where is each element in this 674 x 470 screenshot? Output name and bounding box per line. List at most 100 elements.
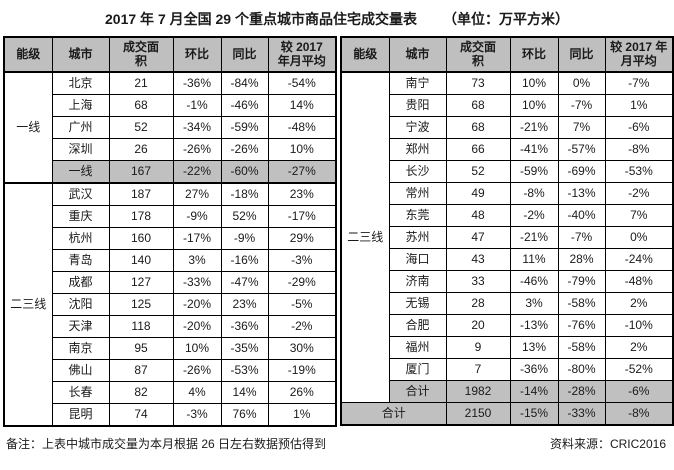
area-cell: 48 [445, 204, 511, 227]
table-row: 青岛 140 3% -16% -3% [4, 249, 337, 272]
area-cell: 7 [445, 358, 511, 381]
yoy-cell: 52% [220, 205, 269, 228]
yoy-cell: -60% [220, 160, 269, 184]
mom-cell: 10% [509, 71, 559, 95]
yoy-cell: -46% [220, 94, 269, 117]
area-cell: 160 [108, 227, 174, 250]
area-cell: 125 [108, 293, 174, 316]
avg-cell: -24% [604, 248, 674, 271]
avg-cell: -8% [604, 402, 674, 426]
yoy-cell: 7% [557, 116, 606, 139]
mom-cell: -2% [509, 204, 559, 227]
yoy-cell: -53% [220, 359, 269, 382]
table-row: 东莞 48 -2% -40% 7% [341, 204, 674, 227]
col-header-avg: 较 2017 年月平均 [267, 36, 337, 73]
title-text: 2017 年 7 月全国 29 个重点城市商品住宅成交量表 [105, 11, 417, 27]
tier-cell: 二三线 [340, 71, 390, 403]
yoy-cell: -57% [557, 138, 606, 161]
yoy-cell: 28% [557, 248, 606, 271]
city-cell: 南京 [51, 337, 110, 360]
avg-cell: 29% [267, 227, 337, 250]
yoy-cell: -16% [220, 249, 269, 272]
table-row: 苏州 47 -21% -7% 0% [341, 226, 674, 249]
table-row: 济南 33 -46% -79% -48% [341, 270, 674, 293]
col-header-yoy: 同比 [557, 36, 606, 73]
table-row: 杭州 160 -17% -9% 29% [4, 227, 337, 250]
yoy-cell: -33% [557, 402, 606, 426]
avg-cell: 26% [267, 381, 337, 404]
subtotal-row: 合计 1982 -14% -28% -6% [341, 380, 674, 403]
city-cell: 东莞 [388, 204, 447, 227]
city-cell: 成都 [51, 271, 110, 294]
city-cell: 苏州 [388, 226, 447, 249]
area-cell: 68 [445, 116, 511, 139]
mom-cell: -33% [172, 271, 222, 294]
table-row: 重庆 178 -9% 52% -17% [4, 205, 337, 228]
area-cell: 82 [108, 381, 174, 404]
avg-cell: 1% [267, 403, 337, 427]
city-cell: 合肥 [388, 314, 447, 337]
mom-cell: -36% [509, 358, 559, 381]
table-row: 福州 9 13% -58% 2% [341, 336, 674, 359]
avg-cell: -6% [604, 380, 674, 403]
data-source: 资料来源：CRIC2016 [549, 437, 666, 451]
area-cell: 87 [108, 359, 174, 382]
mom-cell: -21% [509, 116, 559, 139]
table-row: 一线 北京 21 -36% -84% -54% [3, 71, 337, 184]
col-header-yoy: 同比 [220, 36, 269, 73]
mom-cell: -46% [509, 270, 559, 293]
yoy-cell: -13% [557, 182, 606, 205]
col-header-area: 成交面 积 [445, 36, 511, 73]
table-header-row: 能级 城市 成交面 积 环比 同比 较 2017 年 月平均 [340, 36, 674, 73]
table-row: 佛山 87 -26% -53% -19% [4, 359, 337, 382]
city-cell: 杭州 [51, 227, 110, 250]
area-cell: 1982 [445, 380, 511, 403]
city-cell: 北京 [51, 71, 110, 95]
area-cell: 49 [445, 182, 511, 205]
city-cell: 合计 [388, 380, 447, 403]
area-cell: 118 [108, 315, 174, 338]
table-row: 海口 43 11% 28% -24% [341, 248, 674, 271]
city-cell: 宁波 [388, 116, 447, 139]
area-cell: 52 [445, 160, 511, 183]
avg-cell: 10% [267, 138, 337, 161]
city-cell: 重庆 [51, 205, 110, 228]
avg-cell: 7% [604, 204, 674, 227]
mom-cell: 10% [172, 337, 222, 360]
avg-cell: 1% [604, 94, 674, 117]
area-cell: 52 [108, 116, 174, 139]
city-cell: 厦门 [388, 358, 447, 381]
avg-cell: -5% [267, 293, 337, 316]
city-cell: 海口 [388, 248, 447, 271]
yoy-cell: -9% [220, 227, 269, 250]
yoy-cell: -58% [557, 292, 606, 315]
yoy-cell: -7% [557, 94, 606, 117]
city-cell: 上海 [51, 94, 110, 117]
mom-cell: -14% [509, 380, 559, 403]
yoy-cell: -18% [220, 182, 269, 206]
table-row: 沈阳 125 -20% 23% -5% [4, 293, 337, 316]
footer: 备注：上表中城市成交量为本月根据 26 日左右数据预估得到 资料来源：CRIC2… [0, 427, 674, 452]
table-row: 常州 49 -8% -13% -2% [341, 182, 674, 205]
mom-cell: 11% [509, 248, 559, 271]
avg-cell: -53% [604, 160, 674, 183]
col-header-mom: 环比 [509, 36, 559, 73]
table-row: 深圳 26 -26% -26% 10% [4, 138, 337, 161]
table-row: 南京 95 10% -35% 30% [4, 337, 337, 360]
mom-cell: 3% [172, 249, 222, 272]
avg-cell: -19% [267, 359, 337, 382]
avg-cell: -2% [604, 182, 674, 205]
area-cell: 68 [108, 94, 174, 117]
grand-total-row: 合计 2150 -15% -33% -8% [340, 402, 674, 426]
city-cell: 沈阳 [51, 293, 110, 316]
mom-cell: -41% [509, 138, 559, 161]
left-city-table: 能级 城市 成交面 积 环比 同比 较 2017 年月平均 一线 北京 21 -36%… [3, 36, 337, 427]
mom-cell: -8% [509, 182, 559, 205]
avg-cell: -29% [267, 271, 337, 294]
avg-cell: -54% [267, 71, 337, 95]
yoy-cell: -35% [220, 337, 269, 360]
table-header-row: 能级 城市 成交面 积 环比 同比 较 2017 年月平均 [3, 36, 337, 73]
col-header-city: 城市 [388, 36, 447, 73]
avg-cell: -6% [604, 116, 674, 139]
